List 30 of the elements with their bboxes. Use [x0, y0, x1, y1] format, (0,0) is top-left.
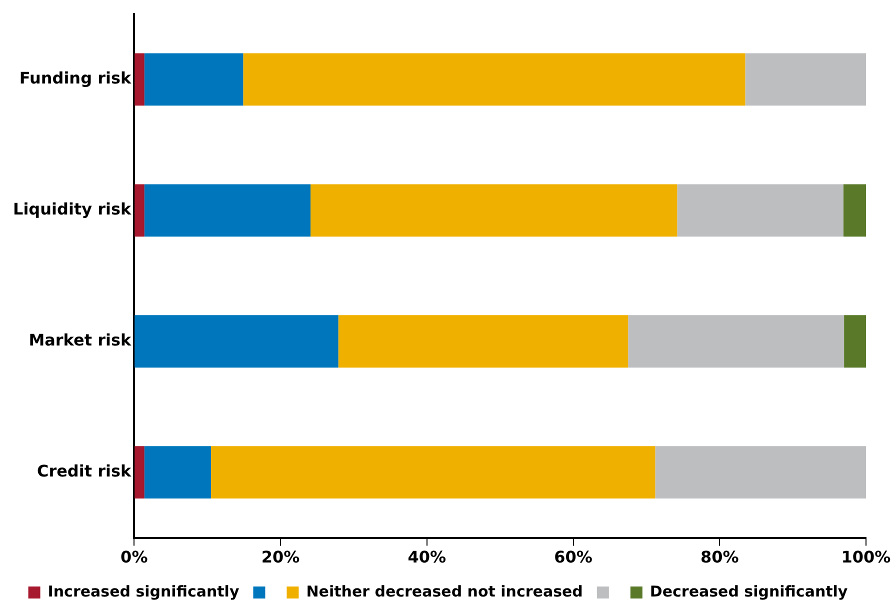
- x-tick-label: 20%: [261, 548, 300, 567]
- bar: [677, 184, 844, 237]
- bar: [144, 53, 244, 106]
- bar: [338, 315, 628, 368]
- bar: [844, 315, 866, 368]
- bar: [134, 53, 144, 106]
- bar: [144, 184, 311, 237]
- y-tick-label: Market risk: [28, 330, 132, 350]
- legend-label: Decreased significantly: [650, 582, 848, 600]
- bar: [144, 446, 211, 499]
- bar: [210, 446, 656, 499]
- x-tick-label: 100%: [841, 548, 891, 567]
- bar: [134, 184, 144, 237]
- x-tick-label: 0%: [120, 548, 148, 567]
- legend-label: Increased significantly: [48, 582, 240, 600]
- y-tick-label: Credit risk: [36, 461, 132, 480]
- y-tick-label: Funding risk: [19, 68, 132, 88]
- legend-label: Neither decreased not increased: [306, 582, 583, 600]
- y-tick-label: Liquidity risk: [12, 200, 132, 219]
- bar: [134, 315, 338, 368]
- bar: [134, 446, 144, 499]
- x-tick-label: 40%: [408, 548, 446, 567]
- x-tick-label: 80%: [700, 548, 739, 567]
- x-tick-label: 60%: [554, 548, 592, 567]
- bar: [243, 53, 746, 106]
- bar: [310, 184, 678, 237]
- bar: [655, 446, 866, 499]
- bar: [745, 53, 866, 106]
- bar: [628, 315, 844, 368]
- bar: [843, 184, 866, 237]
